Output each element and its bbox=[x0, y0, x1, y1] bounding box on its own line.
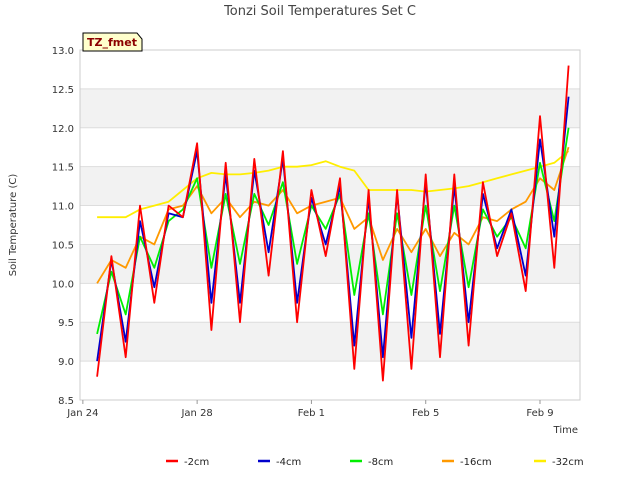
y-tick-label: 8.5 bbox=[58, 396, 74, 407]
x-axis-title: Time bbox=[553, 425, 578, 436]
tag-label: TZ_fmet bbox=[87, 36, 137, 49]
x-tick-label: Feb 1 bbox=[298, 408, 325, 419]
x-axis-ticks: Jan 24 Jan 28 Feb 1 Feb 5 Feb 9 bbox=[66, 400, 554, 419]
y-axis-ticks: 8.5 9.0 9.5 10.0 10.5 11.0 11.5 12.0 12.5 13.0 bbox=[52, 46, 74, 407]
x-tick-label: Feb 5 bbox=[412, 408, 439, 419]
y-tick-label: 13.0 bbox=[52, 46, 74, 57]
y-tick-label: 11.5 bbox=[52, 163, 74, 174]
legend: -2cm -4cm -8cm -16cm -32cm bbox=[166, 457, 584, 468]
x-tick-label: Feb 9 bbox=[526, 408, 553, 419]
legend-label: -4cm bbox=[276, 457, 301, 468]
y-tick-label: 9.0 bbox=[58, 357, 74, 368]
legend-label: -2cm bbox=[184, 457, 209, 468]
chart-title: Tonzi Soil Temperatures Set C bbox=[223, 4, 416, 19]
plot-band bbox=[80, 322, 580, 362]
series-line bbox=[97, 150, 570, 219]
y-tick-label: 11.0 bbox=[52, 202, 74, 213]
tag-box-shape bbox=[82, 32, 143, 52]
y-tick-label: 9.5 bbox=[58, 318, 74, 329]
legend-label: -8cm bbox=[368, 457, 393, 468]
plot-band bbox=[80, 50, 580, 89]
series-lines bbox=[96, 65, 570, 382]
plot-band bbox=[80, 127, 580, 167]
y-tick-label: 12.0 bbox=[52, 124, 74, 135]
series-line bbox=[96, 65, 570, 382]
plot-band bbox=[80, 361, 580, 400]
plot-band bbox=[80, 166, 580, 206]
x-tick-label: Jan 28 bbox=[180, 408, 212, 419]
y-tick-label: 12.5 bbox=[52, 85, 74, 96]
y-tick-label: 10.0 bbox=[52, 279, 74, 290]
y-tick-label: 10.5 bbox=[52, 240, 74, 251]
legend-label: -16cm bbox=[460, 457, 492, 468]
y-axis-title: Soil Temperature (C) bbox=[8, 174, 19, 277]
plot-band bbox=[80, 88, 580, 128]
plot-band bbox=[80, 283, 580, 323]
tag-box: TZ_fmet bbox=[82, 32, 143, 52]
plot-frame bbox=[79, 49, 581, 401]
x-tick-label: Jan 24 bbox=[66, 408, 98, 419]
legend-label: -32cm bbox=[552, 457, 584, 468]
